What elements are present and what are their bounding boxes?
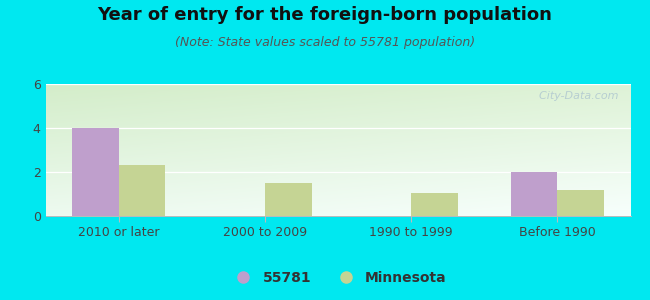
- Bar: [510, 172, 557, 216]
- Bar: [265, 183, 311, 216]
- Bar: [558, 190, 604, 216]
- Text: City-Data.com: City-Data.com: [532, 91, 619, 100]
- Bar: [118, 165, 165, 216]
- Bar: [411, 193, 458, 216]
- Text: (Note: State values scaled to 55781 population): (Note: State values scaled to 55781 popu…: [175, 36, 475, 49]
- Text: Year of entry for the foreign-born population: Year of entry for the foreign-born popul…: [98, 6, 552, 24]
- Legend: 55781, Minnesota: 55781, Minnesota: [224, 266, 452, 291]
- Bar: [72, 128, 118, 216]
